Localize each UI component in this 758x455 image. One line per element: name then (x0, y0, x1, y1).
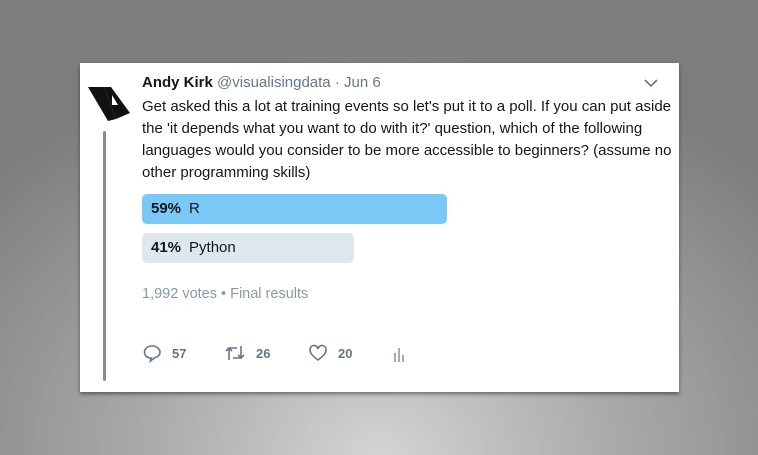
like-count: 20 (338, 345, 353, 361)
poll-option-r: 59% R (142, 194, 447, 224)
heart-icon (309, 344, 327, 362)
like-button[interactable]: 20 (308, 343, 352, 363)
reply-count: 57 (172, 345, 187, 361)
tweet-card: Andy Kirk @visualisingdata · Jun 6 Get a… (80, 63, 679, 392)
retweet-button[interactable]: 26 (224, 343, 270, 363)
tweet-date[interactable]: Jun 6 (344, 74, 381, 91)
poll-label: R (189, 200, 200, 217)
separator: · (334, 74, 340, 91)
avatar-logo-icon[interactable] (88, 83, 134, 123)
poll-percent: 59% (151, 200, 182, 217)
chevron-down-icon[interactable] (643, 77, 659, 89)
poll-label: Python (189, 239, 236, 256)
tweet-header: Andy Kirk @visualisingdata · Jun 6 (142, 74, 381, 91)
reply-button[interactable]: 57 (142, 343, 186, 363)
tweet-text: Get asked this a lot at training events … (142, 98, 672, 181)
thread-line (103, 131, 106, 381)
retweet-icon (225, 346, 245, 360)
poll-percent: 41% (151, 239, 182, 256)
analytics-icon[interactable] (393, 345, 407, 363)
poll-summary: 1,992 votes • Final results (142, 286, 309, 302)
author-handle[interactable]: @visualisingdata (217, 74, 331, 91)
reply-icon (143, 345, 161, 363)
poll-option-python: 41% Python (142, 233, 354, 263)
retweet-count: 26 (256, 345, 271, 361)
author-name[interactable]: Andy Kirk (142, 74, 213, 91)
